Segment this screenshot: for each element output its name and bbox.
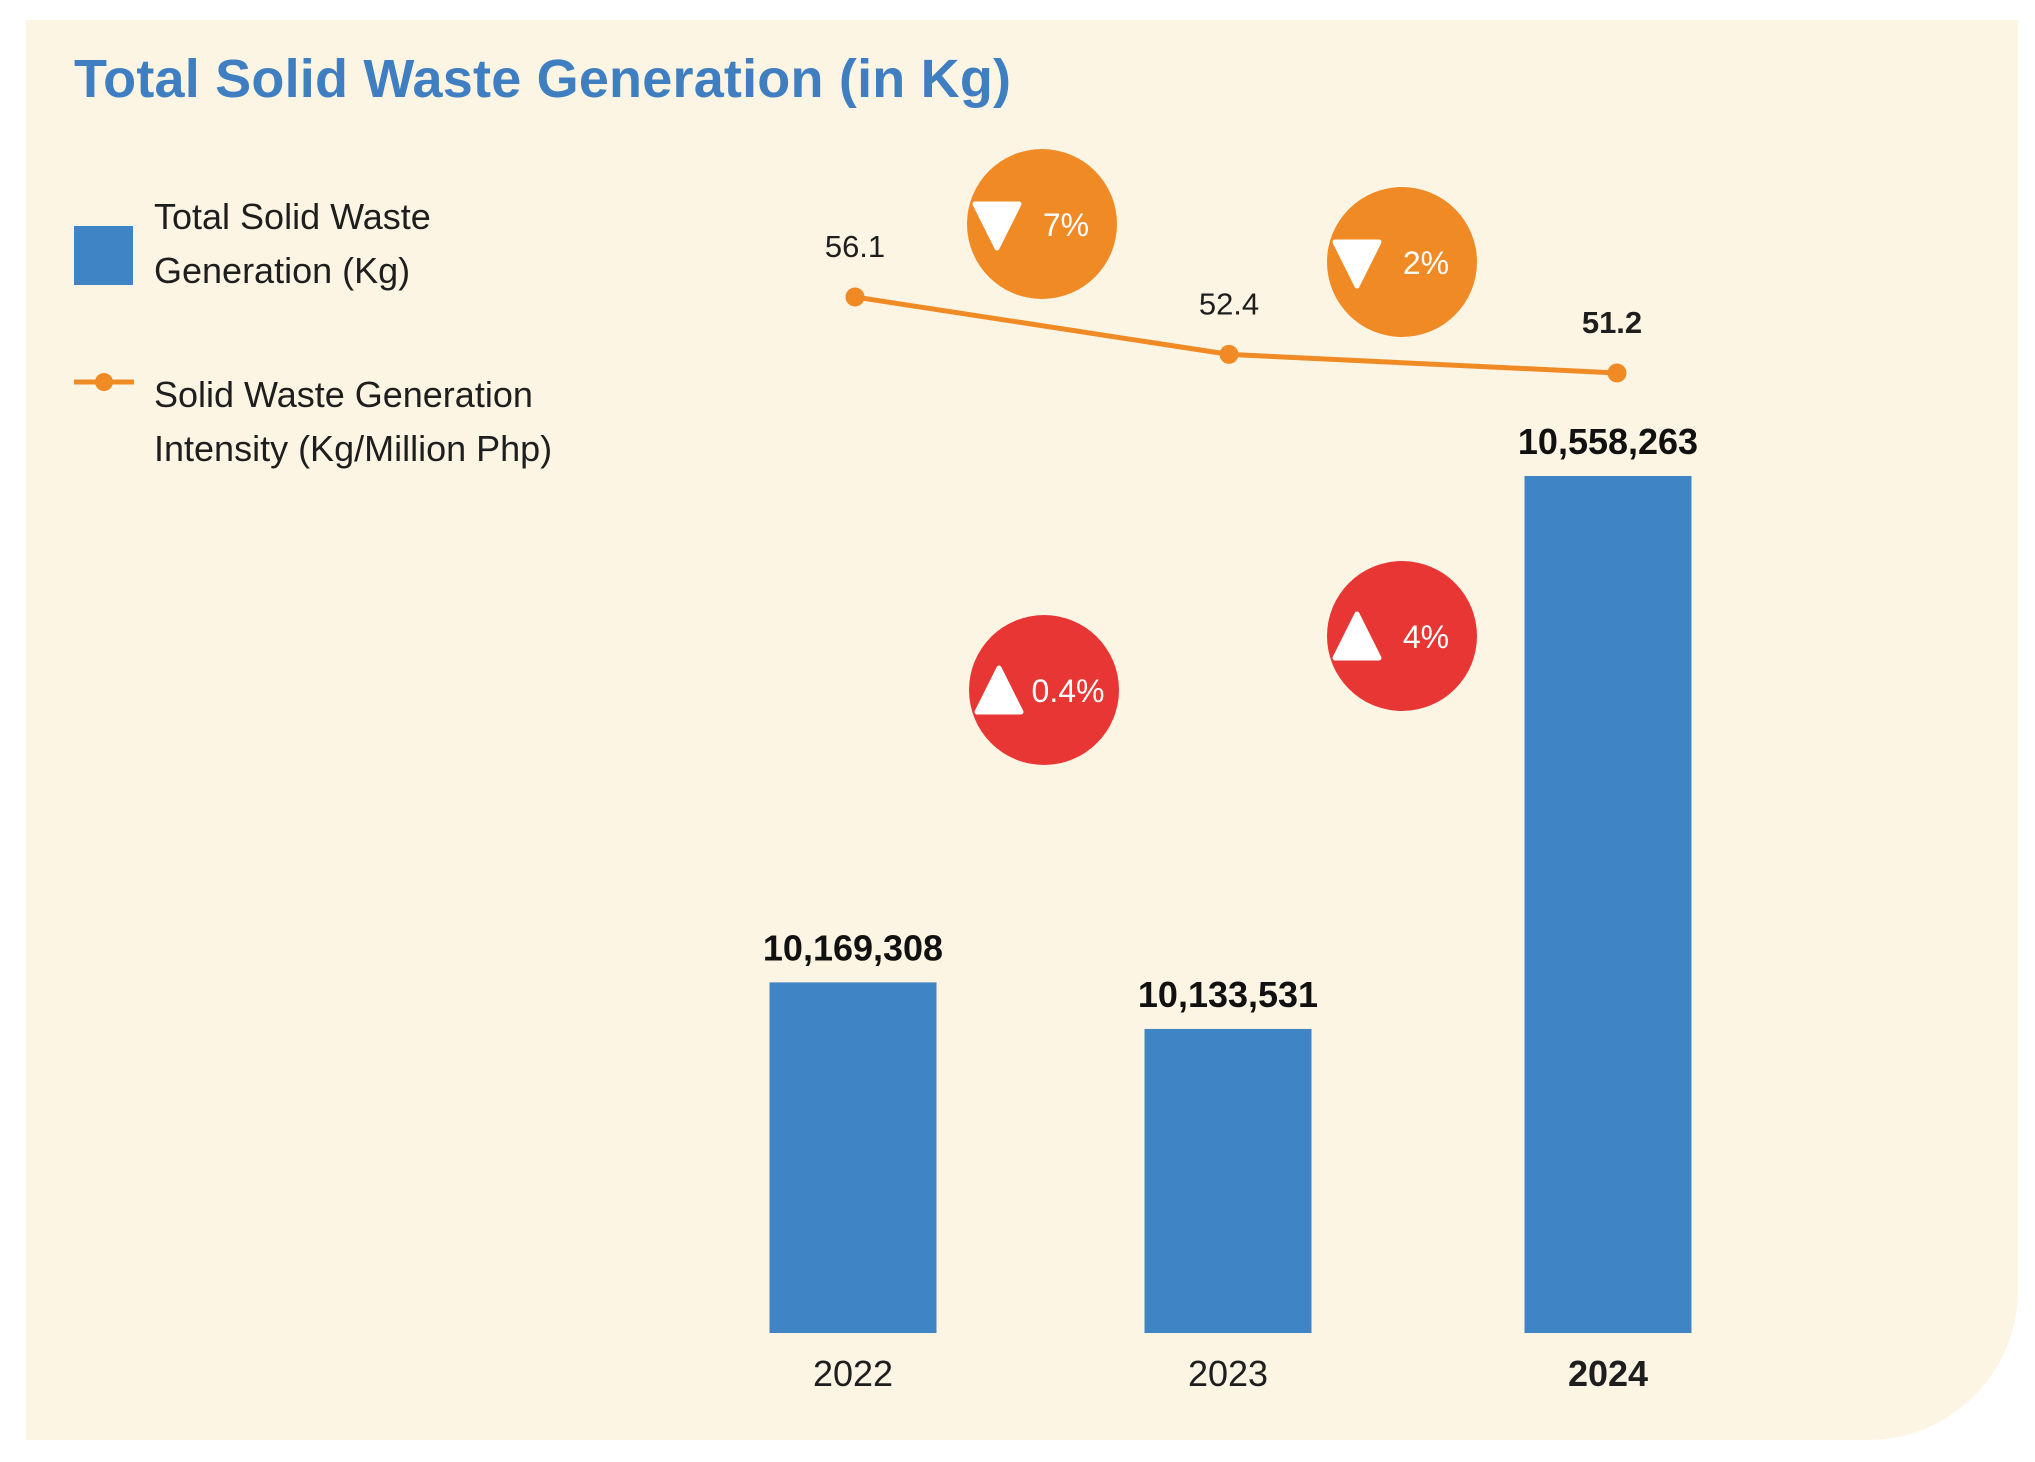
waste-change-badge-2024-label: 4% [1403,619,1449,655]
legend-label-waste-intensity: Solid Waste Generation Intensity (Kg/Mil… [154,374,553,469]
legend-bar-swatch [74,226,133,285]
up-arrow-icon [1332,611,1382,661]
x-tick-label-2023: 2023 [1188,1353,1268,1394]
intensity-change-badge-2023-label: 7% [1043,207,1089,243]
bar-value-label-2024: 10,558,263 [1518,421,1698,462]
bar-2024 [1524,476,1692,1333]
intensity-change-badge-2024-label: 2% [1403,245,1449,281]
waste-change-badge-2023-label: 0.4% [1032,673,1105,709]
chart-title: Total Solid Waste Generation (in Kg) [74,49,1012,109]
bar-2022 [769,982,937,1333]
intensity-value-label-2024: 51.2 [1582,305,1642,340]
intensity-value-label-2023: 52.4 [1199,286,1259,321]
x-tick-label-2022: 2022 [813,1353,893,1394]
legend-label-waste-generation: Total Solid Waste Generation (Kg) [154,196,431,291]
up-arrow-icon [974,665,1024,715]
intensity-point-2022 [845,287,865,307]
down-arrow-icon [972,201,1022,251]
intensity-point-2024 [1607,363,1627,383]
waste-change-badge-2024 [1327,561,1477,711]
waste-change-badge-2023 [969,615,1119,765]
intensity-change-badge-2023 [967,149,1117,299]
intensity-value-label-2022: 56.1 [825,229,885,264]
bar-value-label-2022: 10,169,308 [763,927,943,968]
down-arrow-icon [1332,239,1382,289]
intensity-point-2023 [1219,344,1239,364]
bar-value-label-2023: 10,133,531 [1138,974,1318,1015]
bar-2023 [1144,1028,1312,1333]
legend-line-swatch [74,373,134,391]
intensity-change-badge-2024 [1327,187,1477,337]
x-tick-label-2024: 2024 [1568,1353,1648,1394]
